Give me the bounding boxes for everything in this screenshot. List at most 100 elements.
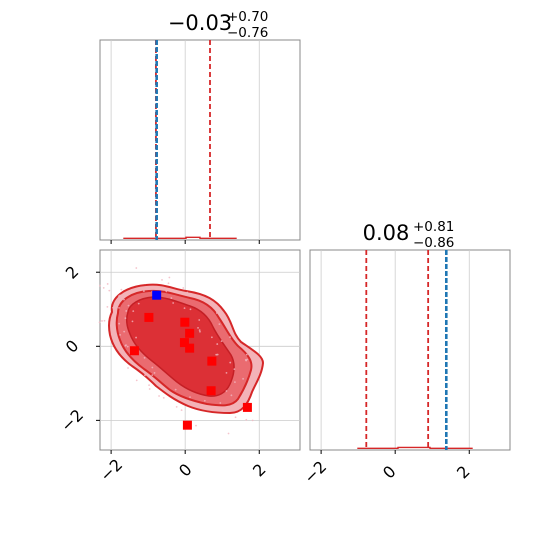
sample-dot: [189, 308, 192, 311]
title-right-sub: −0.86: [413, 235, 454, 251]
red-point: [129, 346, 139, 356]
sample-dot: [151, 374, 154, 376]
sample-dot: [161, 278, 163, 281]
sample-dot: [245, 359, 248, 362]
marginal-y-histogram: [357, 446, 473, 449]
red-point: [179, 338, 189, 348]
sample-dot: [108, 289, 111, 292]
sample-dot: [170, 297, 173, 299]
joint-y-tick-label: 0: [62, 336, 83, 357]
sample-dot: [162, 396, 165, 399]
sample-dot: [132, 310, 135, 313]
title-left-main: −0.03: [168, 11, 232, 35]
joint-panel-frame: [99, 249, 301, 451]
sample-dot: [148, 388, 151, 390]
red-point: [180, 317, 190, 327]
sample-dot: [186, 291, 189, 294]
sample-dot: [125, 310, 128, 312]
sample-dot: [135, 267, 138, 269]
bottom-right-marginal-frame: [309, 249, 511, 451]
sample-dot: [101, 320, 103, 322]
sample-dot: [142, 290, 145, 292]
red-point: [206, 386, 216, 396]
joint-x-tick-label: 0: [175, 460, 196, 481]
sample-dot: [251, 419, 254, 422]
sample-dot: [135, 379, 138, 382]
sample-dot: [124, 344, 127, 347]
title-left: −0.03: [168, 11, 232, 35]
quantile-lines: [155, 40, 448, 450]
sample-dot: [131, 320, 134, 323]
sample-dot: [172, 302, 175, 304]
sample-dot: [219, 402, 222, 404]
joint-x-tick-label: 2: [249, 460, 270, 481]
sample-dot: [182, 287, 185, 289]
sample-dot: [175, 405, 178, 408]
sample-dot: [220, 340, 223, 343]
red-point: [144, 312, 154, 322]
sample-dot: [245, 353, 248, 356]
sample-dot: [103, 319, 106, 322]
sample-dot: [229, 361, 232, 364]
sample-dot: [216, 343, 219, 345]
sample-dot: [195, 424, 197, 427]
sample-dot: [197, 326, 199, 329]
sample-dot: [118, 306, 120, 309]
blue-point: [152, 290, 162, 300]
sample-dot: [230, 394, 233, 397]
sample-dot: [233, 337, 236, 340]
sample-dot: [249, 389, 252, 392]
red-point: [185, 328, 195, 338]
sample-dot: [119, 333, 121, 336]
sample-dot: [167, 282, 170, 285]
sample-dot: [148, 384, 150, 387]
title-right: 0.08: [363, 221, 410, 245]
sample-dot: [216, 353, 219, 356]
sample-dot: [165, 290, 168, 293]
sample-dot: [151, 366, 154, 369]
sample-dot: [174, 388, 177, 391]
sample-dot: [118, 322, 121, 325]
title-right-sup: +0.81: [413, 219, 454, 235]
sample-dot: [106, 283, 109, 285]
title-left-sub: −0.76: [227, 25, 268, 41]
title-right-main: 0.08: [363, 221, 410, 245]
right-marginal-x-tick-label: 0: [379, 462, 400, 483]
sample-dot: [124, 317, 127, 320]
sample-dot: [126, 345, 129, 348]
sample-dot: [123, 298, 125, 301]
right-marginal-x-tick-label: 2: [453, 462, 474, 483]
sample-dot: [135, 336, 137, 339]
right-marginal-x-tick-label: −2: [300, 457, 330, 487]
sample-dot: [203, 399, 206, 402]
sample-dot: [127, 367, 129, 369]
top-left-marginal-frame: [99, 39, 301, 241]
sample-dot: [233, 368, 236, 371]
joint-y-tick-label: 2: [62, 262, 83, 283]
sample-dot: [245, 418, 248, 421]
sample-dot: [106, 305, 109, 308]
sample-dot: [198, 329, 201, 331]
marginal-y-step: [357, 446, 473, 449]
red-point: [182, 420, 192, 430]
sample-dot: [229, 336, 231, 338]
sample-dot: [242, 377, 244, 380]
sample-dot: [225, 371, 228, 374]
sample-dot: [180, 409, 183, 412]
sample-dot: [99, 284, 101, 287]
sample-dot: [198, 319, 201, 321]
sample-dot: [120, 288, 123, 291]
sample-dot: [119, 294, 121, 297]
sample-dot: [153, 372, 156, 374]
sample-dot: [102, 287, 105, 289]
point-markers: [129, 290, 252, 430]
red-point: [207, 356, 217, 366]
marginal-x-histogram: [123, 236, 237, 239]
sample-dot: [234, 416, 237, 419]
sample-dot: [123, 330, 126, 333]
sample-dot: [210, 336, 213, 339]
grid-lines: [100, 40, 470, 450]
sample-dot: [168, 276, 171, 279]
sample-dot: [189, 396, 191, 399]
